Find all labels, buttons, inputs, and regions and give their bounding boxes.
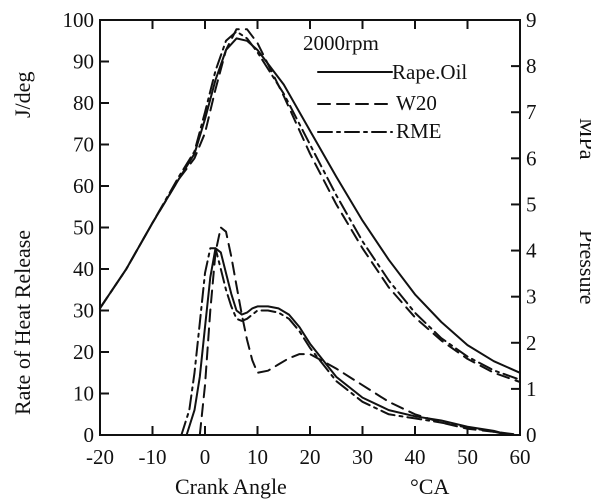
heat-release-line-w20 (198, 226, 521, 436)
x-tick-label: 0 (200, 445, 211, 469)
series-layer (99, 28, 521, 436)
y-left-tick-label: 50 (73, 216, 94, 240)
rpm-annotation: 2000rpm (303, 31, 379, 55)
y-right-axis-unit: MPa (575, 118, 591, 160)
y-right-axis-title: Pressure (575, 230, 591, 305)
y-right-tick-label: 9 (526, 8, 537, 32)
legend: 2000rpm Rape.Oil W20 RME (303, 31, 467, 143)
y-right-tick-label: 8 (526, 54, 537, 78)
x-tick-label: -20 (86, 445, 114, 469)
y-left-tick-label: 70 (73, 133, 94, 157)
y-right-tick-label: 2 (526, 331, 537, 355)
axis-ticks (99, 19, 521, 436)
pressure-line-w20 (99, 28, 521, 383)
axis-tick-labels: -20 -10 0 10 20 30 40 50 60010203040506070809010… (63, 8, 538, 469)
x-tick-label: 60 (510, 445, 531, 469)
y-left-tick-label: 0 (84, 423, 95, 447)
x-tick-label: 10 (247, 445, 268, 469)
x-tick-label: -10 (139, 445, 167, 469)
pressure-line-rme (99, 30, 521, 381)
x-axis-unit: °CA (410, 474, 449, 499)
x-tick-label: 20 (300, 445, 321, 469)
heat-release-line-rme (180, 247, 511, 436)
y-right-tick-label: 3 (526, 285, 537, 309)
y-right-tick-label: 6 (526, 146, 537, 170)
y-left-tick-label: 90 (73, 50, 94, 74)
y-right-tick-label: 1 (526, 377, 537, 401)
legend-label-rme: RME (396, 119, 442, 143)
x-tick-label: 30 (352, 445, 373, 469)
y-left-tick-label: 40 (73, 257, 94, 281)
y-right-tick-label: 5 (526, 192, 537, 216)
y-left-tick-label: 30 (73, 299, 94, 323)
y-right-tick-label: 0 (526, 423, 537, 447)
y-left-axis-title: Rate of Heat Release (10, 230, 35, 415)
legend-label-w20: W20 (396, 91, 437, 115)
heat-release-line-rape-oil (185, 247, 511, 436)
x-tick-label: 50 (457, 445, 478, 469)
y-left-tick-label: 60 (73, 174, 94, 198)
y-left-tick-label: 100 (63, 8, 95, 32)
y-left-tick-label: 20 (73, 340, 94, 364)
y-right-tick-label: 7 (526, 100, 537, 124)
legend-label-rape-oil: Rape.Oil (392, 60, 467, 84)
y-left-tick-label: 80 (73, 91, 94, 115)
y-left-tick-label: 10 (73, 382, 94, 406)
x-tick-label: 40 (405, 445, 426, 469)
x-axis-title: Crank Angle (175, 474, 287, 499)
y-right-tick-label: 4 (526, 239, 537, 263)
y-left-axis-unit: J/deg (10, 72, 35, 118)
